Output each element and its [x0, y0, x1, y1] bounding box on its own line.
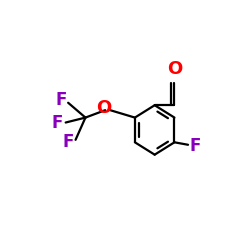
Text: F: F	[189, 137, 201, 155]
Text: F: F	[51, 114, 63, 132]
Text: O: O	[167, 60, 182, 78]
Text: F: F	[55, 91, 66, 109]
Text: F: F	[62, 133, 74, 151]
Text: O: O	[96, 99, 112, 117]
